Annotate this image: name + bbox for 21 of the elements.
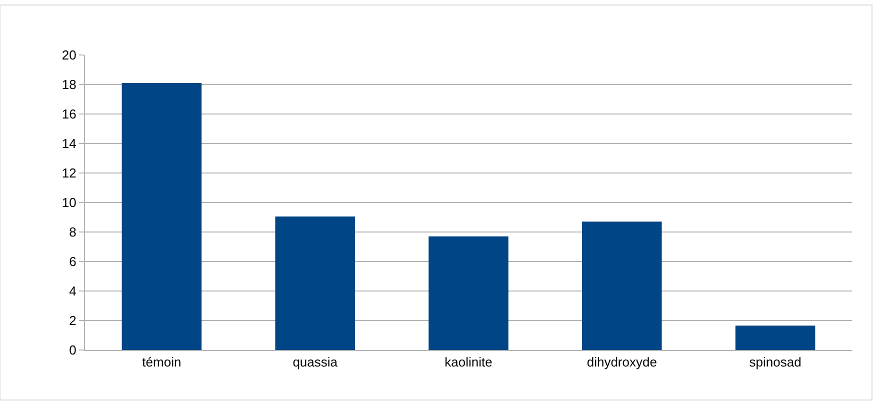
bar — [428, 236, 508, 350]
y-tick-label: 8 — [69, 224, 76, 240]
y-tick-label: 20 — [62, 48, 76, 63]
x-tick-label: quassia — [292, 354, 338, 370]
y-tick-label: 4 — [69, 284, 76, 299]
y-tick-label: 0 — [69, 342, 76, 358]
bar — [275, 216, 355, 350]
y-tick-label: 10 — [62, 195, 76, 210]
y-tick-label: 6 — [69, 254, 76, 270]
y-tick-label: 14 — [62, 136, 76, 152]
x-tick-label: dihydroxyde — [586, 354, 657, 370]
y-tick-label: 16 — [62, 106, 76, 122]
bar — [122, 83, 202, 350]
bar — [582, 222, 662, 350]
bar — [735, 326, 816, 350]
x-tick-label: spinosad — [749, 354, 802, 370]
y-tick-label: 18 — [62, 77, 76, 92]
y-tick-label: 12 — [62, 166, 76, 181]
y-tick-label: 2 — [69, 313, 76, 328]
x-tick-label: kaolinite — [444, 354, 492, 370]
x-tick-label: témoin — [142, 354, 182, 370]
